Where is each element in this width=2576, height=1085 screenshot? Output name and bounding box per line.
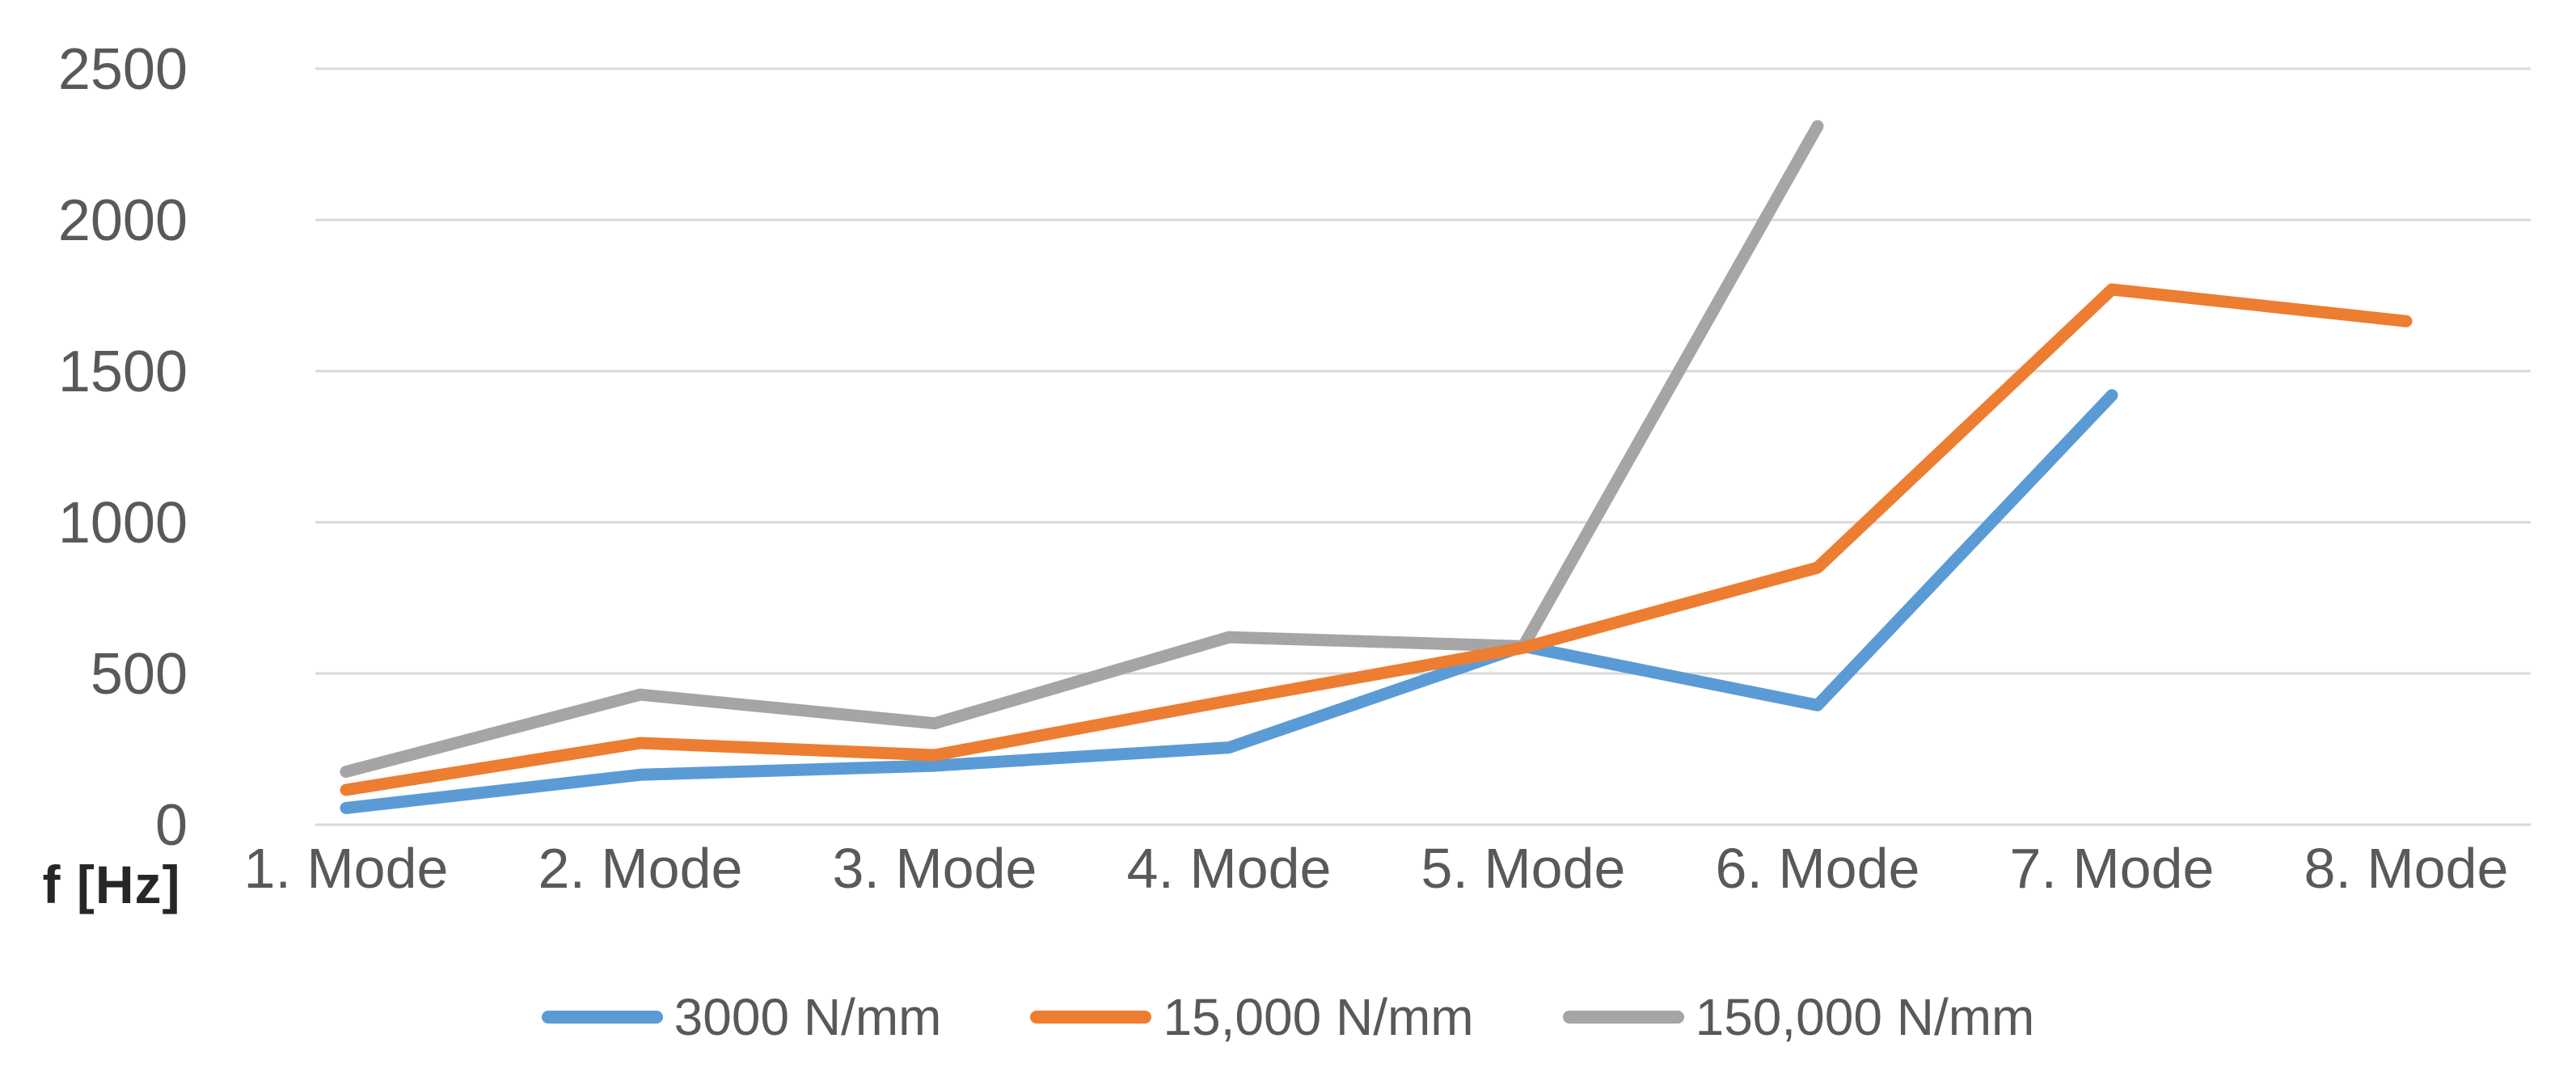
y-tick-label-1500: 1500 xyxy=(58,340,188,404)
legend-swatch-150000 xyxy=(1562,1011,1684,1024)
x-category-label-3: 3. Mode xyxy=(833,837,1037,900)
y-axis-title: f [Hz] xyxy=(42,855,181,914)
legend-label-3000: 3000 N/mm xyxy=(674,988,942,1046)
y-tick-label-2500: 2500 xyxy=(58,37,188,102)
y-tick-label-0: 0 xyxy=(155,793,188,858)
x-category-label-8: 8. Mode xyxy=(2304,837,2509,900)
legend-swatch-15000 xyxy=(1030,1011,1152,1024)
x-category-label-5: 5. Mode xyxy=(1421,837,1626,900)
x-category-label-7: 7. Mode xyxy=(2010,837,2215,900)
series-line-150000Nmm xyxy=(340,120,1824,779)
y-tick-label-500: 500 xyxy=(91,642,188,707)
y-tick-label-2000: 2000 xyxy=(58,188,188,253)
y-tick-label-1000: 1000 xyxy=(58,491,188,555)
legend-label-15000: 15,000 N/mm xyxy=(1163,988,1474,1046)
series-line-15000Nmm xyxy=(340,283,2413,796)
x-category-label-1: 1. Mode xyxy=(244,837,449,900)
legend-item-15000: 15,000 N/mm xyxy=(1030,987,1474,1047)
x-category-label-2: 2. Mode xyxy=(538,837,743,900)
x-category-label-4: 4. Mode xyxy=(1127,837,1332,900)
series-line-3000Nmm xyxy=(340,389,2118,814)
legend-swatch-3000 xyxy=(541,1011,663,1024)
legend-label-150000: 150,000 N/mm xyxy=(1695,988,2035,1046)
legend-item-150000: 150,000 N/mm xyxy=(1562,987,2035,1047)
x-category-label-6: 6. Mode xyxy=(1716,837,1920,900)
chart-legend: 3000 N/mm 15,000 N/mm 150,000 N/mm xyxy=(0,977,2576,1058)
legend-item-3000: 3000 N/mm xyxy=(541,987,942,1047)
